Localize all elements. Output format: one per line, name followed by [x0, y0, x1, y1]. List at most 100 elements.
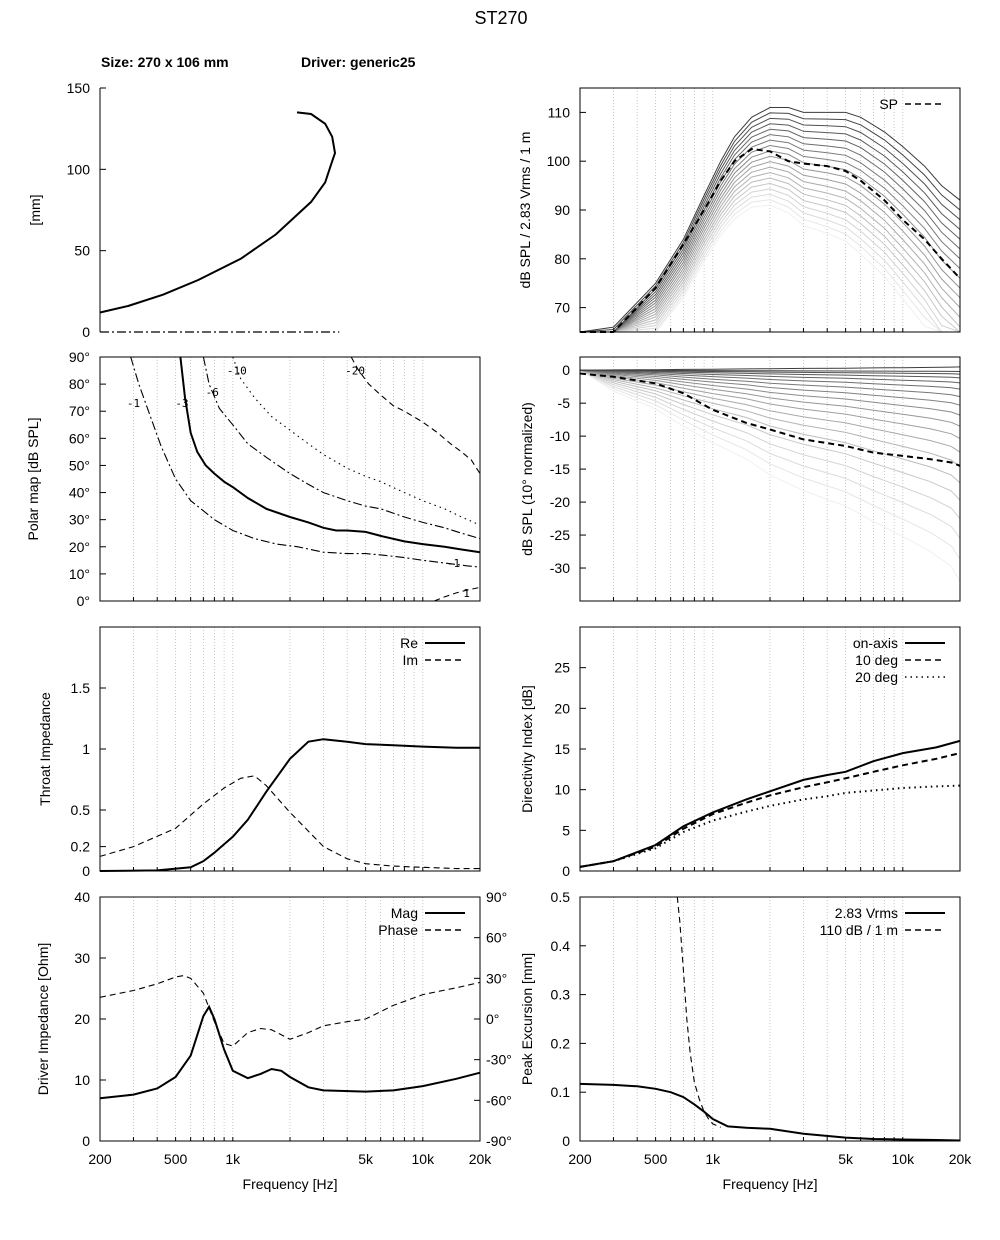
- plot-frame: [579, 626, 961, 872]
- y-tick-label: 1.5: [71, 680, 91, 696]
- x-tick-label: 1k: [225, 1151, 241, 1167]
- x-tick-label: 500: [644, 1151, 668, 1167]
- y-tick-label: 25: [554, 660, 570, 676]
- y-tick-label: 40°: [69, 485, 90, 501]
- polar-contour-line: [434, 586, 481, 602]
- spl-angle-line: [580, 172, 961, 333]
- x-tick-label: 10k: [892, 1151, 916, 1167]
- y2-tick-label: 30°: [486, 970, 507, 986]
- spl-angle-line: [580, 128, 961, 333]
- legend-label: 20 deg: [855, 669, 898, 685]
- profile-profile-line: [99, 111, 337, 314]
- normalized-angle-line: [579, 369, 961, 372]
- y-tick-label: 80: [554, 251, 570, 267]
- contour-label: 1: [463, 587, 470, 600]
- normalized-sp-line: [579, 372, 961, 467]
- y-tick-label: 0: [562, 1133, 570, 1149]
- spl-angle-line: [580, 188, 961, 333]
- y-tick-label: -25: [550, 527, 570, 543]
- y-tick-label: 10: [554, 782, 570, 798]
- normalized-angle-line: [579, 369, 961, 379]
- x-tick-label: 10k: [412, 1151, 436, 1167]
- directivity-line: [579, 739, 961, 868]
- y-tick-label: 10: [74, 1072, 90, 1088]
- size-label: Size: 270 x 106 mm: [101, 54, 229, 70]
- x-tick-label: 200: [88, 1151, 112, 1167]
- x-tick-label: 1k: [705, 1151, 721, 1167]
- normalized-angle-line: [579, 369, 961, 453]
- y-tick-label: 110: [548, 104, 571, 120]
- y-tick-label: 0: [82, 1133, 90, 1149]
- y-tick-label: 70°: [69, 403, 90, 419]
- y-tick-label: 90: [554, 202, 570, 218]
- normalized-angle-line: [579, 369, 961, 539]
- contour-label: -3: [175, 397, 188, 410]
- spl-angle-line: [580, 161, 961, 333]
- y-tick-label: 30: [74, 950, 90, 966]
- excursion-line: [676, 896, 721, 1128]
- legend-label: Phase: [378, 922, 418, 938]
- y-tick-label: 30°: [69, 512, 90, 528]
- plot-frame: [99, 896, 481, 1142]
- spl-angle-line: [579, 112, 961, 333]
- contour-label: -10: [227, 365, 247, 378]
- legend-label: Im: [402, 652, 418, 668]
- directivity-line: [579, 784, 961, 868]
- spl-angle-line: [580, 193, 960, 333]
- normalized-angle-line: [579, 369, 961, 406]
- spl-angle-line: [580, 123, 961, 333]
- y-tick-label: 0: [82, 324, 90, 340]
- spl-angle-line: [580, 204, 960, 333]
- throat-Re-line: [99, 738, 480, 872]
- y-tick-label: 20: [554, 700, 570, 716]
- plot-frame: [579, 356, 961, 602]
- normalized-angle-line: [579, 369, 961, 484]
- y-tick-label: 10°: [69, 566, 90, 582]
- spl-sp-line: [580, 147, 961, 333]
- normalized-angle-line: [579, 369, 961, 468]
- y-tick-label: 5: [562, 822, 570, 838]
- normalized-chart: 0 -5 -10 -15 -20 -25 -30 dB SPL (10° normalized…: [519, 356, 961, 602]
- spl-angle-line: [580, 150, 961, 333]
- plot-frame: [99, 356, 481, 602]
- y-tick-label: 1: [82, 741, 90, 757]
- y-tick-label: 40: [74, 889, 90, 905]
- x-axis-label: Frequency [Hz]: [723, 1176, 818, 1192]
- y2-tick-label: 60°: [486, 930, 507, 946]
- y-tick-label: 20: [74, 1011, 90, 1027]
- normalized-angle-line: [579, 369, 961, 398]
- y-tick-label: 20°: [69, 539, 90, 555]
- y-axis-label: Driver Impedance [Ohm]: [35, 943, 51, 1096]
- legend-label: 110 dB / 1 m: [820, 922, 898, 938]
- normalized-angle-line: [579, 369, 961, 427]
- y-tick-label: 70: [554, 300, 570, 316]
- normalized-angle-line: [579, 366, 961, 371]
- y-tick-label: 80°: [69, 376, 90, 392]
- driver-label: Driver: generic25: [301, 54, 416, 70]
- x-tick-label: 5k: [838, 1151, 854, 1167]
- spl-angle-line: [580, 139, 961, 333]
- normalized-angle-line: [579, 369, 961, 582]
- x-tick-label: 20k: [949, 1151, 973, 1167]
- legend-label: 2.83 Vrms: [835, 905, 898, 921]
- contour-label: -20: [345, 365, 365, 378]
- contour-label: -1: [447, 557, 460, 570]
- polar-contour-line: [350, 356, 481, 474]
- spl-angle-line: [579, 107, 961, 333]
- legend-label: on-axis: [853, 635, 898, 651]
- contour-label: -6: [206, 386, 219, 399]
- y-tick-label: 0.2: [71, 839, 91, 855]
- x-tick-label: 500: [164, 1151, 188, 1167]
- y-tick-label: 150: [67, 80, 91, 96]
- y-tick-label: 100: [547, 153, 571, 169]
- spl-angle-line: [580, 144, 961, 333]
- y-axis-label: dB SPL / 2.83 Vrms / 1 m: [517, 132, 533, 289]
- y2-tick-label: -30°: [486, 1052, 512, 1068]
- figure-title: ST270: [474, 8, 527, 28]
- driver-Mag-line: [99, 1004, 481, 1100]
- y-tick-label: 50°: [69, 457, 90, 473]
- y-tick-label: 0°: [77, 593, 90, 609]
- y-tick-label: 0.5: [71, 802, 91, 818]
